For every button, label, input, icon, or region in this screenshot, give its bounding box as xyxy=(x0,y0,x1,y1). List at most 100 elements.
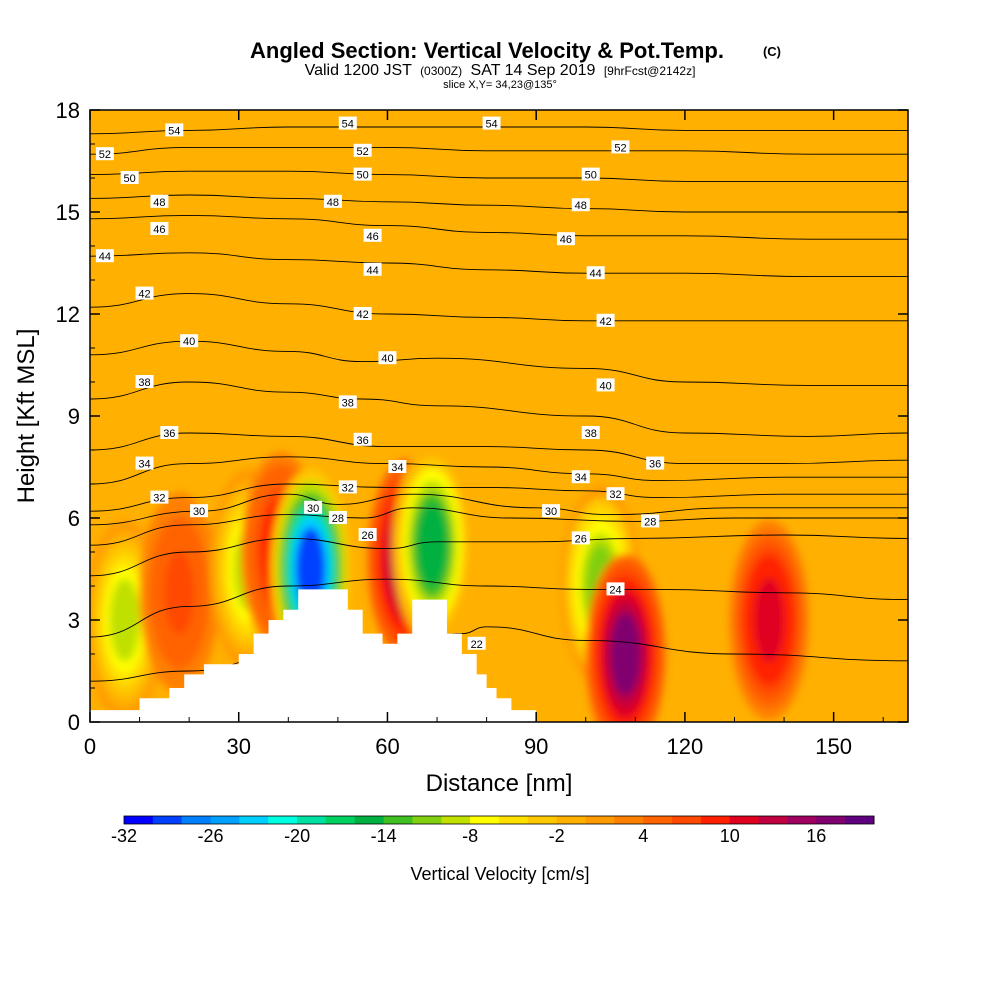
contour-label-text: 42 xyxy=(138,289,150,301)
contour-label-text: 38 xyxy=(138,377,150,389)
colorbar-tick-label: 10 xyxy=(720,826,740,846)
contour-label-42: 42 xyxy=(596,313,615,328)
contour-label-box xyxy=(190,504,209,518)
subtitle-date: SAT 14 Sep 2019 xyxy=(471,62,596,79)
colorbar-swatch xyxy=(787,816,817,824)
x-tick-label: 120 xyxy=(667,734,704,759)
contour-label-48: 48 xyxy=(150,194,169,209)
contour-label-box xyxy=(323,194,342,208)
contour-label-text: 28 xyxy=(332,513,344,525)
contour-label-box xyxy=(482,116,501,130)
contour-label-box xyxy=(353,167,372,181)
contour-label-text: 36 xyxy=(649,459,661,471)
colorbar-label: Vertical Velocity [cm/s] xyxy=(410,864,589,884)
isentrope-44 xyxy=(90,252,908,278)
y-tick-label: 12 xyxy=(56,302,80,327)
contour-label-54: 54 xyxy=(338,116,357,131)
y-axis-label: Height [Kft MSL] xyxy=(13,329,40,504)
contour-label-text: 38 xyxy=(342,397,354,409)
colorbar-swatch xyxy=(470,816,500,824)
contour-label-text: 36 xyxy=(163,428,175,440)
y-tick-label: 3 xyxy=(68,608,80,633)
x-tick-label: 30 xyxy=(226,734,250,759)
contour-label-text: 52 xyxy=(357,146,369,158)
contour-label-34: 34 xyxy=(135,456,154,471)
colorbar-swatch xyxy=(527,816,558,824)
contour-label-32: 32 xyxy=(338,480,357,494)
colorbar-tick-label: -26 xyxy=(198,826,224,846)
y-tick-label: 0 xyxy=(68,710,80,735)
contour-label-text: 42 xyxy=(599,316,611,328)
velocity-core-9-ring-1 xyxy=(754,578,785,662)
terrain xyxy=(90,589,537,722)
isentrope-42 xyxy=(90,293,908,322)
colorbar-swatch xyxy=(816,816,846,824)
contour-label-box xyxy=(150,194,169,208)
contour-label-40: 40 xyxy=(180,334,199,348)
contour-labels: 54 54 54 52 52 52 50 50 50 48 48 48 46 46 46 44 44 44 42 42… xyxy=(95,116,665,651)
contour-label-box xyxy=(556,232,575,246)
isentrope-34 xyxy=(90,456,908,485)
contour-label-text: 44 xyxy=(99,251,111,263)
contour-label-box xyxy=(606,487,625,501)
contour-label-28: 28 xyxy=(641,514,660,528)
contour-label-box xyxy=(160,426,179,439)
contour-label-50: 50 xyxy=(120,171,139,185)
contour-label-box xyxy=(581,167,600,181)
contour-label-30: 30 xyxy=(542,504,561,518)
colorbar-swatch xyxy=(239,816,269,824)
contour-label-38: 38 xyxy=(338,395,357,409)
contour-label-text: 22 xyxy=(471,639,483,651)
contour-label-32: 32 xyxy=(150,490,169,505)
contour-label-text: 34 xyxy=(575,472,587,484)
colorbar-swatch xyxy=(124,816,154,824)
colorbar-swatch xyxy=(556,816,587,824)
contour-label-26: 26 xyxy=(571,531,590,545)
isentrope-46 xyxy=(90,214,908,240)
colorbar-swatch xyxy=(297,816,327,824)
isentrope-50 xyxy=(90,170,908,182)
contour-label-box xyxy=(571,531,590,545)
colorbar-swatch xyxy=(614,816,644,824)
contour-label-40: 40 xyxy=(596,378,615,392)
velocity-core-6-ring-1 xyxy=(417,503,448,587)
contour-label-text: 40 xyxy=(183,336,195,348)
contour-label-28: 28 xyxy=(328,511,347,525)
colorbar-swatch xyxy=(354,816,385,824)
contour-label-box xyxy=(358,528,377,541)
contour-label-text: 36 xyxy=(357,435,369,447)
colorbar-tick-label: -20 xyxy=(284,826,310,846)
contour-label-box xyxy=(586,266,605,280)
contour-label-text: 34 xyxy=(391,462,403,474)
x-tick-label: 60 xyxy=(375,734,399,759)
contour-label-box xyxy=(363,262,382,276)
contour-label-50: 50 xyxy=(581,167,600,182)
colorbar-swatch xyxy=(672,816,702,824)
colorbar-swatch xyxy=(845,816,875,824)
contour-label-52: 52 xyxy=(95,147,114,161)
contour-label-box xyxy=(135,456,154,470)
contour-label-text: 54 xyxy=(342,119,354,131)
contour-label-44: 44 xyxy=(363,262,382,277)
contour-label-box xyxy=(542,504,561,518)
colorbar-swatch xyxy=(758,816,788,824)
contour-label-text: 48 xyxy=(575,200,587,212)
contour-label-text: 48 xyxy=(327,197,339,209)
colorbar-swatch xyxy=(383,816,413,824)
colorbar-swatch xyxy=(585,816,615,824)
contour-label-34: 34 xyxy=(571,470,590,484)
isentrope-36 xyxy=(90,432,908,465)
colorbar-swatch xyxy=(268,816,298,824)
contour-label-box xyxy=(646,456,665,470)
contour-label-box xyxy=(571,470,590,484)
contour-label-text: 44 xyxy=(590,268,602,280)
isentrope-38 xyxy=(90,381,908,437)
contour-label-text: 24 xyxy=(609,584,621,596)
colorbar-swatch xyxy=(412,816,442,824)
x-tick-label: 0 xyxy=(84,734,96,759)
colorbar-tick-label: -2 xyxy=(549,826,565,846)
contour-label-52: 52 xyxy=(353,143,372,158)
contour-label-box xyxy=(180,334,199,348)
contour-label-text: 46 xyxy=(366,231,378,243)
contour-label-text: 40 xyxy=(599,380,611,392)
